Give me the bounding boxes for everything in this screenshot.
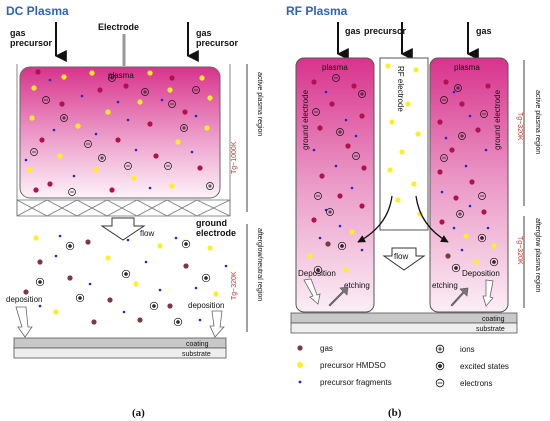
deposition-label-b-right: Deposition	[462, 269, 500, 278]
plasma-column-right	[429, 57, 509, 313]
mesh-electrode	[16, 199, 231, 217]
flow-label-b: flow	[394, 252, 408, 261]
substrate-label-a: substrate	[182, 351, 211, 358]
deposition-arrow-b-left	[303, 278, 321, 305]
particles-plasma-a	[24, 69, 213, 193]
flow-arrow-a	[100, 217, 146, 241]
coating-label-a: coating	[186, 341, 209, 348]
plasma-region-a	[19, 66, 221, 199]
legend-precursor-label: precursor HMDSO	[320, 361, 386, 370]
ground-electrode-label-b-right: ground electrode	[493, 89, 502, 150]
temp-upper-b: Tg~320K	[516, 112, 523, 141]
flow-arrow-b	[382, 247, 426, 271]
panel-a: DC Plasma gas precursor Electrode gas pr…	[6, 4, 263, 419]
legend-excited-label: excited states	[460, 362, 509, 371]
plasma-column-left	[295, 57, 375, 313]
precursor-label-right: precursor	[196, 38, 239, 48]
plasma-label-a: plasma	[108, 71, 134, 80]
flow-curve-left	[357, 195, 393, 243]
coating-label-b: coating	[482, 316, 505, 323]
gas-label-b-left: gas	[345, 26, 361, 36]
plasma-label-b-right: plasma	[454, 63, 480, 72]
excited-column-left	[313, 241, 347, 275]
etching-arrow-b-left	[328, 286, 349, 307]
legend-precursor-swatch	[297, 362, 303, 368]
legend: gas precursor HMDSO precursor fragments …	[297, 344, 509, 388]
deposition-arrow-a-right	[209, 310, 225, 338]
region-lower-a: afterglow/neutral region	[256, 228, 263, 301]
temp-lower-a: Tg~320K	[231, 271, 238, 300]
ground-electrode-label-a2: electrode	[196, 228, 236, 238]
deposition-label-b-left: Deposition	[298, 269, 336, 278]
ions-column-right	[454, 84, 466, 218]
electrode-label: Electrode	[98, 22, 139, 32]
electrons-plasma-a	[30, 86, 200, 196]
excited-column-right	[451, 233, 499, 273]
legend-electrons-label: electrons	[460, 379, 492, 388]
particles-column-right	[437, 79, 497, 265]
caption-b: (b)	[388, 407, 402, 419]
precursor-drops-rf	[385, 63, 423, 217]
rf-electrode-label: RF electrode	[396, 66, 405, 112]
precursor-label-b: precursor	[364, 26, 407, 36]
deposition-label-a-right: deposition	[188, 301, 224, 310]
plasma-label-b-left: plasma	[322, 63, 348, 72]
substrate-a	[13, 347, 227, 359]
legend-gas-swatch	[297, 345, 303, 351]
etching-arrow-b-right	[450, 287, 469, 307]
legend-fragments-swatch	[298, 380, 302, 384]
ions-column-left	[326, 90, 366, 216]
electrons-column-left	[312, 74, 360, 200]
deposition-arrow-b-right	[482, 279, 494, 307]
ions-plasma-a	[60, 74, 214, 190]
gas-label-left: gas	[10, 28, 26, 38]
etching-label-b-right: etching	[432, 281, 458, 290]
legend-gas-label: gas	[320, 344, 333, 353]
region-lower-b: afterglow plasma region	[534, 218, 541, 292]
legend-ions-swatch	[435, 344, 445, 354]
rf-electrode-column	[379, 57, 429, 231]
precursor-label-left: precursor	[10, 38, 53, 48]
gas-label-b-right: gas	[476, 26, 492, 36]
deposition-label-a-left: deposition	[6, 295, 42, 304]
deposition-arrow-a-left	[15, 306, 33, 338]
legend-fragments-label: precursor fragments	[320, 378, 392, 387]
caption-a: (a)	[132, 407, 145, 419]
excited-states-afterglow-a	[35, 239, 211, 327]
legend-excited-swatch	[435, 361, 445, 371]
particles-afterglow-a	[23, 234, 228, 325]
temp-upper-a: Tg~1000K	[231, 141, 238, 174]
ground-electrode-label-a1: ground	[196, 218, 227, 228]
substrate-label-b: substrate	[476, 326, 505, 333]
flow-label-a: flow	[140, 229, 154, 238]
particles-column-left	[307, 79, 367, 273]
gas-label-right: gas	[196, 28, 212, 38]
region-upper-a: active plasma region	[256, 72, 263, 136]
electrons-column-right	[440, 96, 488, 200]
legend-electrons-swatch	[435, 378, 445, 388]
region-upper-b: active plasma region	[534, 90, 541, 154]
substrate-b	[290, 322, 518, 334]
legend-ions-label: ions	[460, 345, 475, 354]
etching-label-b-left: etching	[344, 281, 370, 290]
temp-lower-b: Tg~320K	[516, 236, 523, 265]
ground-electrode-label-b-left: ground electrode	[301, 89, 310, 150]
flow-curve-right	[415, 195, 449, 243]
panel-a-title: DC Plasma	[6, 4, 69, 18]
panel-b: RF Plasma gas precursor gas RF electrode…	[286, 4, 541, 419]
panel-b-title: RF Plasma	[286, 4, 348, 18]
